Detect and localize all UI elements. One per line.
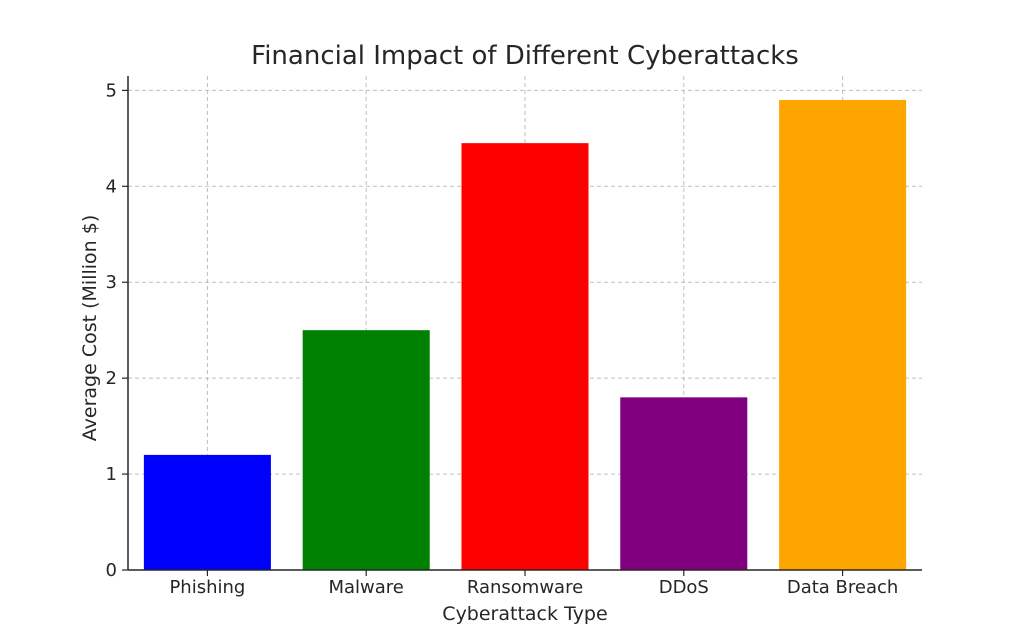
x-ticks: Phishing Malware Ransomware DDoS Data Breach xyxy=(169,570,898,598)
bar-phishing xyxy=(143,454,271,570)
x-tick-label: Ransomware xyxy=(467,577,583,598)
chart-title: Financial Impact of Different Cyberattac… xyxy=(251,41,799,71)
bar-malware xyxy=(302,330,430,570)
x-axis-label: Cyberattack Type xyxy=(442,603,607,625)
y-tick-label: 0 xyxy=(106,560,117,581)
y-tick-label: 1 xyxy=(106,464,117,485)
bar-ddos xyxy=(620,397,748,570)
bar-ransomware xyxy=(461,143,589,570)
x-tick-label: Malware xyxy=(328,577,403,598)
bar-data-breach xyxy=(779,99,907,570)
x-tick-label: Data Breach xyxy=(787,577,898,598)
y-tick-label: 3 xyxy=(106,272,117,293)
y-tick-label: 2 xyxy=(106,368,117,389)
x-tick-label: Phishing xyxy=(169,577,245,598)
x-tick-label: DDoS xyxy=(659,577,709,598)
y-tick-label: 4 xyxy=(106,176,117,197)
bars xyxy=(143,99,907,570)
y-tick-label: 5 xyxy=(106,80,117,101)
y-axis-label: Average Cost (Million $) xyxy=(79,215,101,441)
y-ticks: 0 1 2 3 4 5 xyxy=(106,80,128,581)
